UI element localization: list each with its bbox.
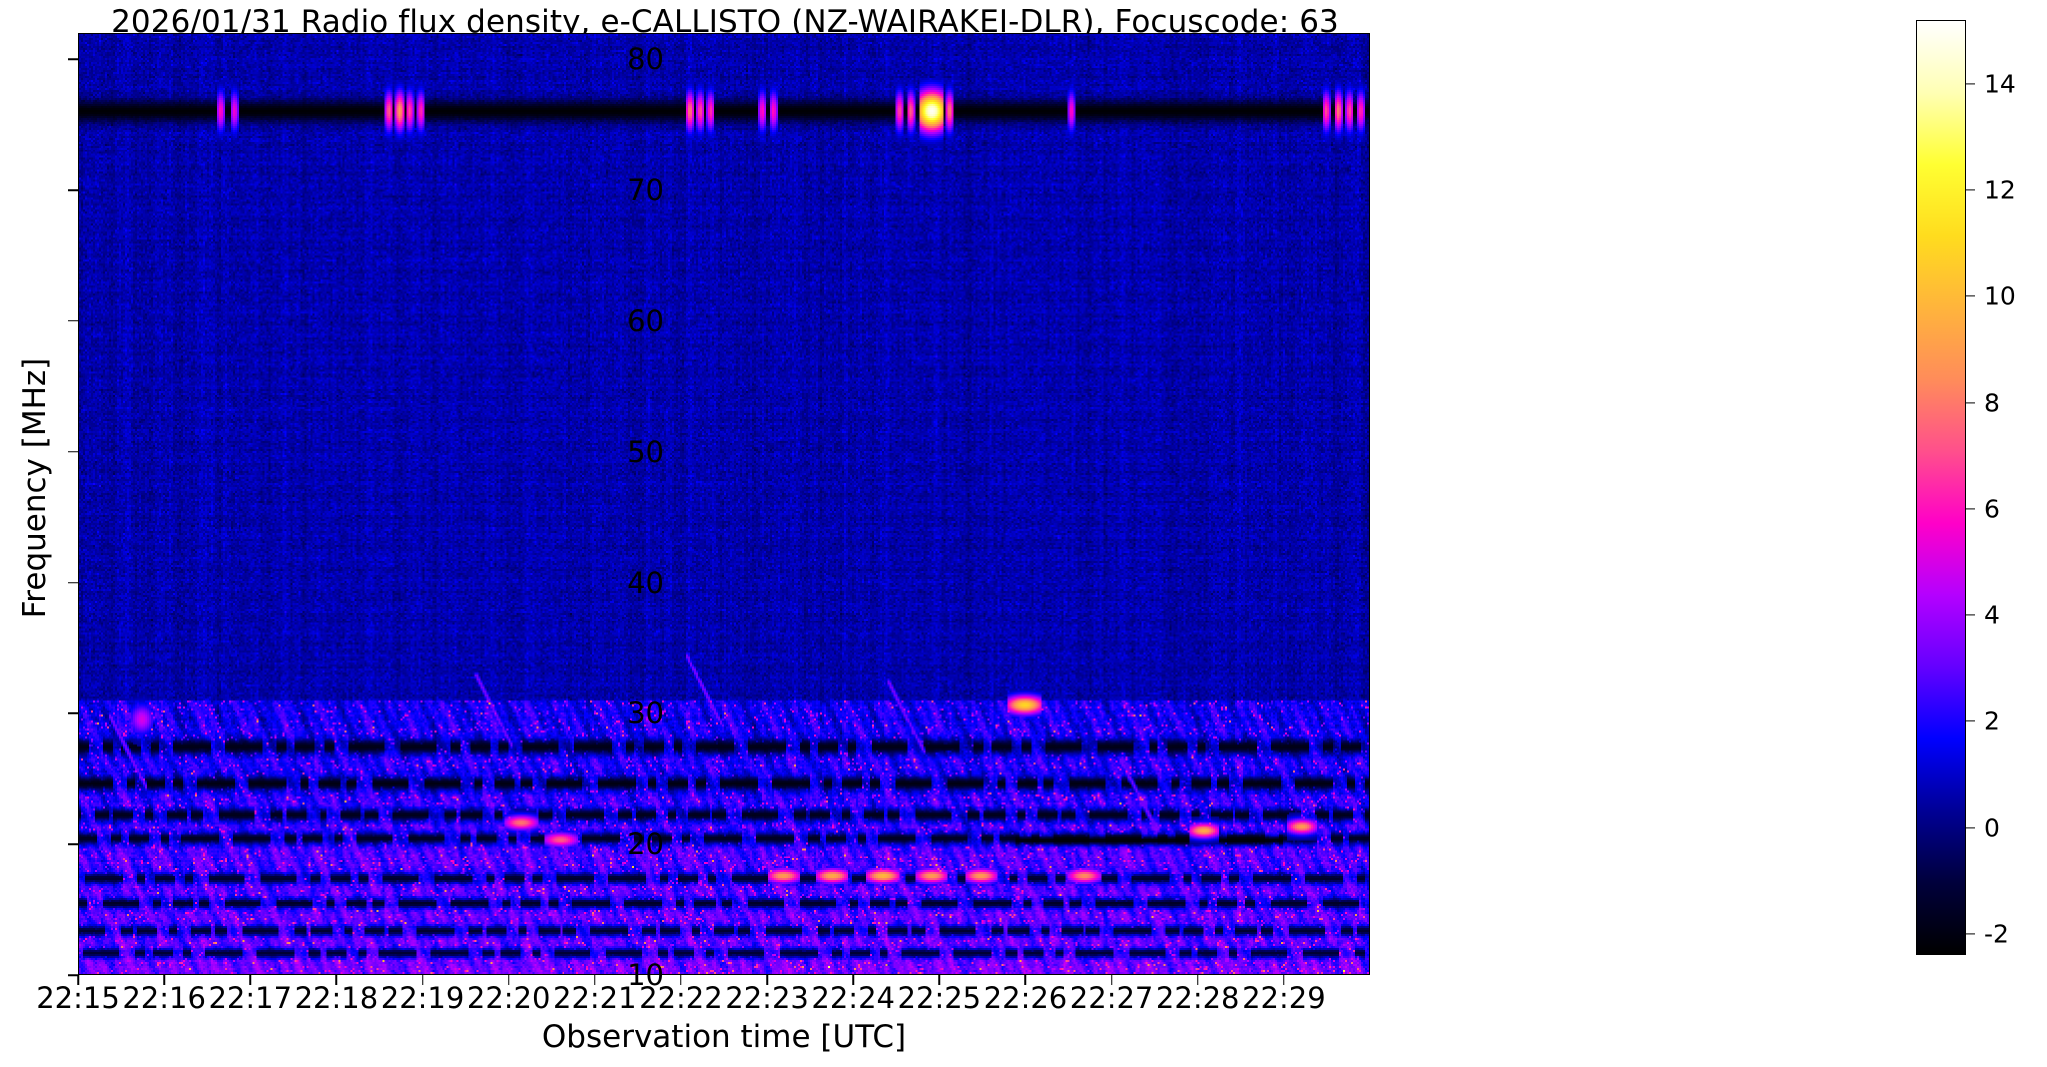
y-tick-mark xyxy=(68,581,78,584)
y-tick-mark xyxy=(68,58,78,60)
y-tick-mark xyxy=(68,450,78,453)
x-tick-label: 22:16 xyxy=(122,981,206,1015)
colorbar-tick-label: 6 xyxy=(1984,494,2000,524)
x-tick-mark xyxy=(594,975,596,985)
colorbar-tick-mark xyxy=(1966,401,1975,404)
y-tick-label: 30 xyxy=(627,696,664,731)
y-tick-mark xyxy=(68,974,78,976)
y-tick-label: 20 xyxy=(627,827,664,862)
y-tick-mark xyxy=(68,712,78,715)
x-tick-mark xyxy=(507,975,510,985)
colorbar-tick-label: 2 xyxy=(1984,706,2000,736)
y-tick-mark xyxy=(68,843,78,845)
colorbar-tick-label: -2 xyxy=(1984,919,2009,949)
x-tick-mark xyxy=(938,975,941,985)
y-tick-mark xyxy=(68,320,78,322)
colorbar-tick-mark xyxy=(1966,83,1975,85)
x-axis-label: Observation time [UTC] xyxy=(541,1019,907,1055)
x-tick-label: 22:21 xyxy=(553,981,637,1015)
x-tick-mark xyxy=(680,975,682,985)
y-tick-label: 40 xyxy=(627,565,664,600)
x-tick-mark xyxy=(421,975,424,985)
x-tick-mark xyxy=(77,975,79,985)
x-tick-label: 22:17 xyxy=(208,981,293,1015)
x-tick-label: 22:24 xyxy=(811,981,895,1015)
colorbar-tick-label: 12 xyxy=(1984,175,2016,205)
x-tick-mark xyxy=(1110,975,1113,985)
x-tick-label: 22:18 xyxy=(294,981,379,1015)
x-tick-label: 22:25 xyxy=(897,981,982,1015)
x-tick-label: 22:15 xyxy=(36,981,120,1015)
colorbar-tick-label: 4 xyxy=(1984,600,2000,630)
colorbar-tick-mark xyxy=(1966,826,1975,829)
x-tick-mark xyxy=(1196,975,1199,985)
x-tick-mark xyxy=(852,975,854,985)
y-tick-label: 60 xyxy=(627,303,664,338)
colorbar-tick-mark xyxy=(1966,508,1975,510)
x-tick-mark xyxy=(249,975,252,985)
x-tick-mark xyxy=(1024,975,1027,985)
colorbar-tick-label: 10 xyxy=(1984,281,2016,311)
x-tick-label: 22:27 xyxy=(1069,981,1154,1015)
x-tick-label: 22:19 xyxy=(380,981,465,1015)
y-tick-label: 80 xyxy=(627,42,664,77)
y-tick-label: 50 xyxy=(627,434,664,469)
x-tick-mark xyxy=(1283,975,1285,985)
y-tick-label: 70 xyxy=(627,173,664,207)
colorbar-gradient xyxy=(1917,21,1965,954)
colorbar-tick-mark xyxy=(1966,720,1975,722)
x-tick-mark xyxy=(163,975,165,985)
x-tick-label: 22:20 xyxy=(466,981,551,1015)
x-tick-label: 22:26 xyxy=(983,981,1068,1015)
y-axis-label: Frequency [MHz] xyxy=(17,357,53,619)
colorbar-tick-mark xyxy=(1966,189,1975,191)
x-tick-mark xyxy=(766,975,768,985)
x-tick-mark xyxy=(335,975,338,985)
colorbar-tick-label: 14 xyxy=(1984,69,2016,99)
spectrogram-image xyxy=(79,34,1369,974)
x-tick-label: 22:23 xyxy=(725,981,809,1015)
colorbar-tick-mark xyxy=(1966,295,1975,297)
spectrogram-plot-area xyxy=(78,33,1370,975)
x-tick-label: 22:28 xyxy=(1155,981,1240,1015)
colorbar-tick-mark xyxy=(1966,933,1975,935)
x-tick-label: 22:22 xyxy=(639,981,723,1015)
y-tick-mark xyxy=(68,189,78,191)
colorbar xyxy=(1916,20,1966,955)
colorbar-tick-label: 8 xyxy=(1984,388,2000,417)
colorbar-tick-mark xyxy=(1966,614,1975,616)
spectrogram-canvas xyxy=(79,34,1369,974)
colorbar-tick-label: 0 xyxy=(1984,813,2000,842)
y-tick-label: 10 xyxy=(627,958,664,992)
x-tick-label: 22:29 xyxy=(1242,981,1326,1015)
